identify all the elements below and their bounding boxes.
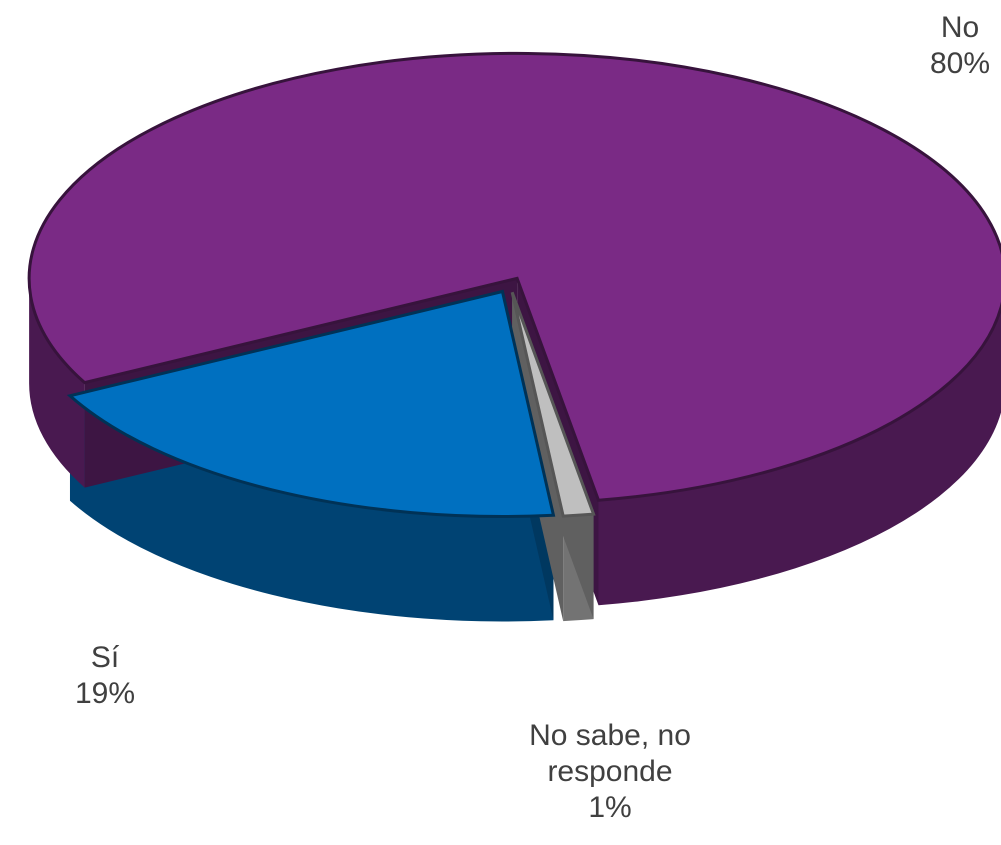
slice-side — [69, 395, 554, 622]
data-label: No 80% — [830, 10, 1001, 82]
data-label: Sí 19% — [0, 640, 235, 712]
category-label: No sabe, no responde — [529, 719, 691, 788]
category-label: No — [940, 11, 980, 44]
slice — [27, 51, 1001, 502]
slice — [66, 289, 556, 518]
value-label: 80% — [929, 47, 991, 80]
slice-side — [598, 307, 1001, 606]
slice-side — [29, 278, 85, 488]
value-label: 1% — [588, 791, 632, 824]
data-label: No sabe, no responde 1% — [480, 718, 740, 826]
category-label: Sí — [90, 641, 120, 674]
slice — [510, 291, 596, 518]
value-label: 19% — [74, 677, 136, 710]
